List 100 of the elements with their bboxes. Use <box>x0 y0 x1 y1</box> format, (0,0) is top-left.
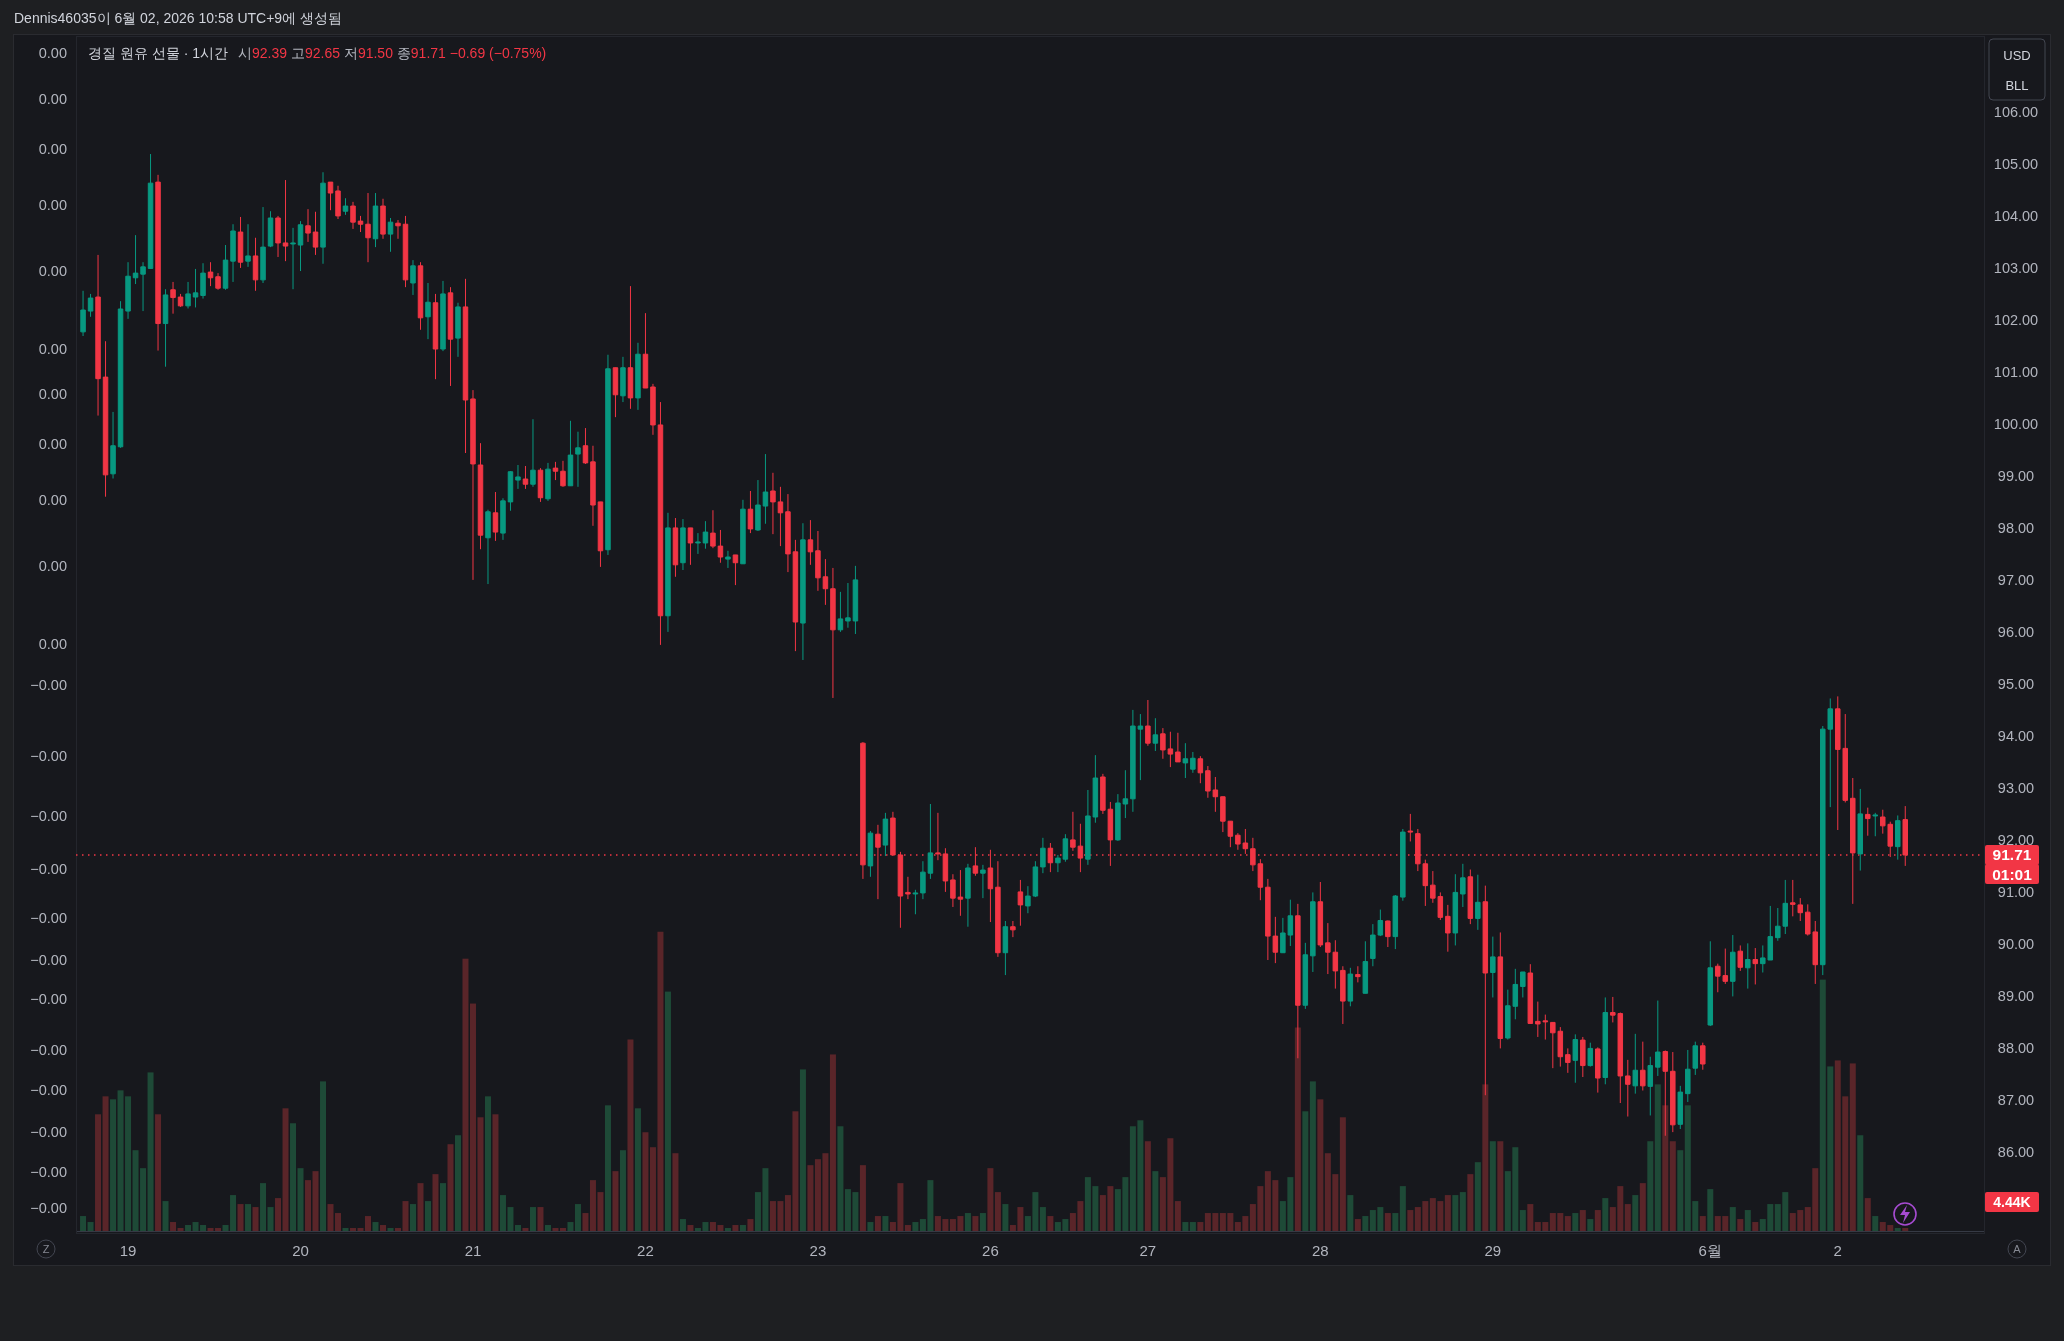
text: 0.00 <box>38 263 67 280</box>
candlestick <box>1490 936 1496 998</box>
candlestick <box>342 197 349 216</box>
candlestick <box>177 293 184 308</box>
bar <box>110 1099 117 1231</box>
bar <box>874 1216 881 1231</box>
candlestick <box>680 518 686 571</box>
y-tick-label: 94.00 <box>1997 727 2035 744</box>
bar <box>1002 1204 1009 1231</box>
bar <box>859 1165 866 1232</box>
candlestick <box>282 179 289 262</box>
bar <box>1602 1198 1609 1231</box>
candlestick <box>1460 863 1466 908</box>
x-tick-label: 26 <box>982 1241 999 1259</box>
candlestick <box>635 342 641 411</box>
candlestick <box>1602 996 1609 1085</box>
x-tick-label: 22 <box>637 1241 654 1259</box>
bar <box>1144 1141 1151 1231</box>
x-tick-label: 28 <box>1312 1241 1329 1259</box>
candlestick <box>1310 891 1316 973</box>
bar <box>439 1183 446 1231</box>
candlestick <box>1700 1042 1706 1071</box>
bar <box>664 991 671 1231</box>
bar <box>387 1228 394 1231</box>
candlestick <box>1385 919 1391 948</box>
y-tick-label: 91.00 <box>1997 883 2035 900</box>
bar <box>252 1207 259 1231</box>
text: 0.00 <box>38 558 67 574</box>
candlestick <box>1625 1059 1631 1118</box>
bar <box>1699 1216 1706 1231</box>
candlestick <box>1865 807 1871 837</box>
bar <box>290 1123 297 1231</box>
candlestick <box>245 223 251 268</box>
candlestick <box>485 509 491 585</box>
bar <box>275 1198 282 1231</box>
bar <box>267 1207 274 1231</box>
candlestick <box>1737 944 1744 972</box>
bar <box>994 1192 1001 1231</box>
text: 시92.39 고92.65 저91.50 종91.71 −0.69 (−0.75%) <box>238 45 547 61</box>
candlestick <box>567 420 574 487</box>
bar <box>1902 1228 1909 1231</box>
candlestick <box>1152 717 1159 752</box>
candlestick <box>1752 947 1759 985</box>
candlestick <box>890 811 896 856</box>
candlestick <box>1017 879 1024 927</box>
candlestick <box>590 445 596 527</box>
y-tick-label: 87.00 <box>1997 1091 2035 1108</box>
bar <box>342 1228 349 1231</box>
candlestick <box>1362 940 1369 994</box>
text: −0.00 <box>30 860 67 877</box>
candlestick <box>912 889 919 915</box>
text: 0.00 <box>38 140 67 157</box>
candlestick <box>1632 1033 1639 1095</box>
candlestick <box>530 418 536 488</box>
text: −0.00 <box>30 747 67 764</box>
candlestick <box>627 285 634 410</box>
candlestick <box>237 216 244 269</box>
candlestick <box>1175 732 1181 763</box>
candlestick <box>552 461 559 481</box>
bar <box>155 1114 162 1231</box>
candlestick <box>777 486 784 547</box>
bar <box>1302 1111 1309 1231</box>
bar <box>1182 1222 1189 1231</box>
candlestick <box>350 201 356 230</box>
bar <box>529 1207 536 1231</box>
candlestick <box>252 237 259 292</box>
candlestick <box>725 550 731 569</box>
bar <box>1309 1081 1316 1232</box>
bar <box>1047 1216 1054 1231</box>
y-tick-label: 103.00 <box>1993 259 2039 276</box>
bar <box>102 1096 109 1231</box>
bar <box>1872 1216 1879 1231</box>
candlestick <box>687 527 694 566</box>
candlestick <box>1392 894 1399 950</box>
bar <box>559 1228 566 1231</box>
candlestick <box>1445 904 1451 953</box>
bar <box>462 958 469 1231</box>
bar <box>807 1165 814 1232</box>
candlestick <box>837 591 844 633</box>
text: 0.00 <box>38 492 67 509</box>
text: 0.00 <box>38 44 67 61</box>
ref-line-label: 91.71 <box>1992 846 2032 864</box>
candlestick <box>830 567 836 699</box>
candlestick <box>807 519 814 566</box>
bar <box>687 1225 694 1231</box>
bar <box>1452 1195 1459 1231</box>
bar <box>567 1222 574 1231</box>
candlestick <box>1572 1033 1579 1084</box>
bar <box>484 1096 491 1231</box>
candlestick <box>260 206 266 284</box>
bar <box>537 1207 544 1231</box>
y-tick-label: 104.00 <box>1993 207 2039 224</box>
candlestick <box>927 803 934 880</box>
bar <box>1174 1201 1181 1231</box>
bar <box>964 1213 971 1231</box>
text: −0.00 <box>30 1081 67 1098</box>
bar <box>95 1114 102 1231</box>
candlestick <box>455 302 461 358</box>
candlestick <box>1565 1047 1571 1074</box>
bar <box>1572 1213 1579 1231</box>
